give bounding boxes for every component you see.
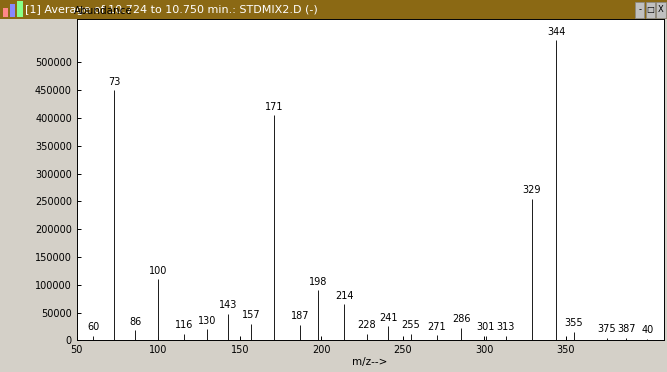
Text: 313: 313 bbox=[496, 322, 515, 332]
Bar bbox=[3, 8, 8, 17]
Text: 301: 301 bbox=[477, 322, 495, 332]
Bar bbox=[17, 1, 23, 17]
Text: 100: 100 bbox=[149, 266, 167, 276]
Text: 116: 116 bbox=[175, 320, 193, 330]
Text: 387: 387 bbox=[617, 324, 636, 334]
Bar bbox=[10, 4, 15, 17]
Text: [1] Average of 10.724 to 10.750 min.: STDMIX2.D (-): [1] Average of 10.724 to 10.750 min.: ST… bbox=[25, 5, 318, 15]
Text: 86: 86 bbox=[129, 317, 141, 327]
Text: 187: 187 bbox=[291, 311, 309, 321]
Text: 171: 171 bbox=[265, 102, 283, 112]
Text: 130: 130 bbox=[198, 315, 216, 326]
Text: 241: 241 bbox=[379, 313, 398, 323]
Text: 157: 157 bbox=[242, 310, 261, 320]
Text: □: □ bbox=[646, 5, 654, 14]
Text: 355: 355 bbox=[565, 318, 584, 328]
Text: 60: 60 bbox=[87, 322, 99, 332]
Text: X: X bbox=[658, 5, 664, 14]
Text: 73: 73 bbox=[108, 77, 120, 87]
X-axis label: m/z-->: m/z--> bbox=[352, 357, 388, 367]
Text: -: - bbox=[638, 5, 641, 14]
Text: 40: 40 bbox=[641, 325, 654, 335]
Text: Abundance: Abundance bbox=[74, 6, 133, 16]
Text: 143: 143 bbox=[219, 300, 237, 310]
Bar bbox=[635, 1, 644, 18]
Bar bbox=[646, 1, 655, 18]
Text: 198: 198 bbox=[309, 277, 327, 287]
Text: 375: 375 bbox=[597, 324, 616, 334]
Text: 228: 228 bbox=[358, 320, 376, 330]
Text: 255: 255 bbox=[402, 320, 420, 330]
Text: 286: 286 bbox=[452, 314, 471, 324]
Text: 329: 329 bbox=[522, 185, 541, 195]
Text: 271: 271 bbox=[428, 322, 446, 332]
Text: 214: 214 bbox=[335, 291, 354, 301]
Text: 344: 344 bbox=[547, 26, 565, 36]
Bar bbox=[656, 1, 666, 18]
